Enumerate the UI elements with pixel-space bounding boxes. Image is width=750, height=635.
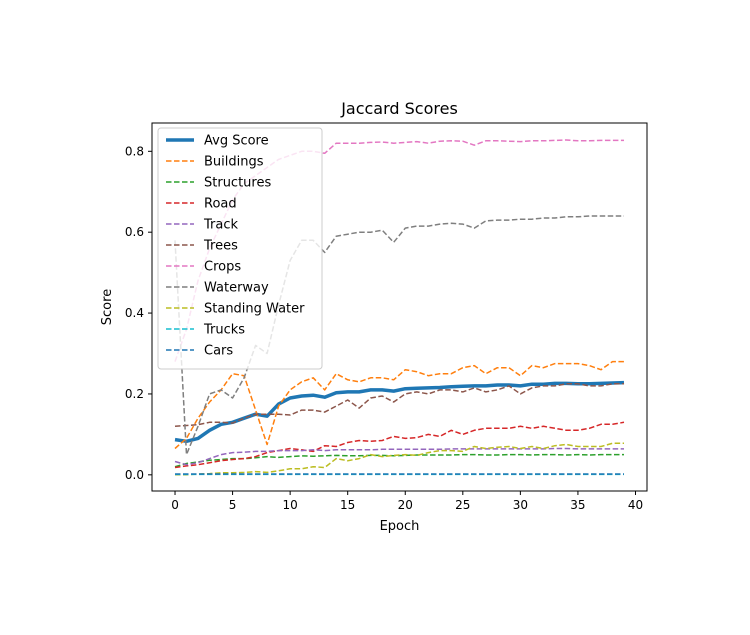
legend-label: Buildings bbox=[204, 155, 264, 170]
y-axis-label: Score bbox=[100, 289, 115, 325]
series-line-standing-water bbox=[175, 442, 624, 476]
x-tick-label: 5 bbox=[229, 498, 237, 512]
x-tick-label: 35 bbox=[570, 498, 585, 512]
x-tick-label: 40 bbox=[628, 498, 643, 512]
series-line-track bbox=[174, 447, 624, 466]
series-line-buildings bbox=[174, 360, 624, 450]
y-tick-label: 0.0 bbox=[125, 468, 144, 482]
legend-label: Standing Water bbox=[204, 302, 305, 317]
series-layer bbox=[174, 139, 625, 476]
x-tick-label: 30 bbox=[513, 498, 528, 512]
legend-box bbox=[157, 127, 323, 370]
x-tick-label: 20 bbox=[398, 498, 413, 512]
x-tick-label: 25 bbox=[455, 498, 470, 512]
legend-label: Waterway bbox=[204, 281, 269, 296]
legend-label: Track bbox=[203, 218, 238, 233]
legend-label: Cars bbox=[204, 344, 233, 359]
legend-label: Road bbox=[204, 197, 237, 212]
series-line-structures bbox=[174, 453, 624, 468]
legend-label: Avg Score bbox=[204, 134, 269, 149]
x-tick-label: 15 bbox=[340, 498, 355, 512]
x-axis-label: Epoch bbox=[380, 519, 420, 534]
legend-label: Structures bbox=[204, 176, 271, 191]
y-tick-label: 0.2 bbox=[125, 387, 144, 401]
series-line-crops bbox=[174, 139, 624, 362]
y-tick-label: 0.6 bbox=[125, 225, 144, 239]
chart-title: Jaccard Scores bbox=[340, 99, 458, 118]
x-tick-label: 10 bbox=[282, 498, 297, 512]
ticks-layer: 0 5 10 15 20 25 30 35 40 0.0 0.2 0.4 0.6 0.8 bbox=[125, 144, 643, 512]
series-line-avg-score bbox=[174, 380, 625, 444]
series-line-road bbox=[174, 421, 625, 469]
y-tick-label: 0.4 bbox=[125, 306, 144, 320]
legend-label: Trucks bbox=[203, 323, 245, 338]
y-tick-label: 0.8 bbox=[125, 144, 144, 158]
series-line-trees bbox=[174, 383, 624, 428]
legend-label: Crops bbox=[204, 260, 241, 275]
plot-frame bbox=[151, 122, 648, 492]
x-tick-label: 0 bbox=[171, 498, 179, 512]
legend-label: Trees bbox=[203, 239, 238, 254]
legend: Avg Score Buildings Structures Road Track Tre… bbox=[157, 127, 323, 370]
